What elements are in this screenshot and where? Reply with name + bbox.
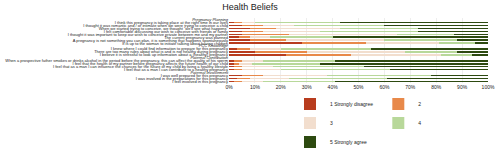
svg-text:I think this pregnancy is taki: I think this pregnancy is taking place a… xyxy=(115,20,228,25)
svg-text:I feel that as a man I can inf: I feel that as a man I can influence the… xyxy=(53,64,229,69)
svg-text:When we started trying to conc: When we started trying to conceive, we t… xyxy=(99,26,229,31)
svg-text:100%: 100% xyxy=(482,84,495,90)
svg-text:Paternal Involvement: Paternal Involvement xyxy=(190,70,228,75)
svg-text:I feel that the health of my p: I feel that the health of my partner bef… xyxy=(72,61,228,66)
svg-text:60%: 60% xyxy=(379,84,390,90)
svg-text:The current pregnancy was plan: The current pregnancy was planned xyxy=(164,35,228,40)
svg-text:Paternal Contribution: Paternal Contribution xyxy=(190,55,228,60)
svg-text:1 Strongly disagree: 1 Strongly disagree xyxy=(330,101,373,107)
svg-text:10%: 10% xyxy=(250,84,261,90)
svg-text:I feel involved in this pregna: I feel involved in this pregnancy xyxy=(172,79,228,84)
svg-text:When a prospective father smok: When a prospective father smokes or drin… xyxy=(5,58,228,63)
svg-text:80%: 80% xyxy=(431,84,442,90)
svg-text:There are too many rules about: There are too many rules about what is a… xyxy=(94,49,228,54)
svg-text:I felt comfortable discussing: I felt comfortable discussing our wish t… xyxy=(104,29,228,34)
svg-text:5 Strongly agree: 5 Strongly agree xyxy=(330,139,367,145)
svg-text:It is up to the woman to initi: It is up to the woman to initiate talkin… xyxy=(122,41,228,46)
svg-text:Pregnancy Planning: Pregnancy Planning xyxy=(192,17,229,22)
svg-text:50%: 50% xyxy=(353,84,364,90)
svg-text:3: 3 xyxy=(330,120,333,126)
svg-text:I thought it was important to: I thought it was important to keep our w… xyxy=(68,32,229,37)
svg-text:PCC Knowledge: PCC Knowledge xyxy=(199,43,229,48)
svg-text:Health Beliefs: Health Beliefs xyxy=(222,2,278,12)
svg-text:I thought it was romantic and: I thought it was romantic and / or intim… xyxy=(83,23,228,28)
svg-text:20%: 20% xyxy=(276,84,287,90)
svg-text:40%: 40% xyxy=(328,84,339,90)
svg-text:I feel that as a man I can con: I feel that as a man I can contribute to… xyxy=(124,67,228,72)
svg-text:I was well prepared for this p: I was well prepared for this pregnancy xyxy=(161,73,228,78)
svg-text:4: 4 xyxy=(418,120,421,126)
svg-text:30%: 30% xyxy=(302,84,313,90)
svg-text:90%: 90% xyxy=(457,84,468,90)
svg-text:I knew where I could find info: I knew where I could find information to… xyxy=(111,46,228,51)
svg-text:70%: 70% xyxy=(405,84,416,90)
svg-text:0%: 0% xyxy=(225,84,233,90)
svg-text:I was involved in the preparat: I was involved in the preparations for t… xyxy=(136,76,228,81)
svg-text:I believe it is stressful to l: I believe it is stressful to look up inf… xyxy=(100,52,228,57)
svg-text:2: 2 xyxy=(418,101,421,107)
svg-text:A pregnancy is not something y: A pregnancy is not something you can pla… xyxy=(73,38,228,43)
